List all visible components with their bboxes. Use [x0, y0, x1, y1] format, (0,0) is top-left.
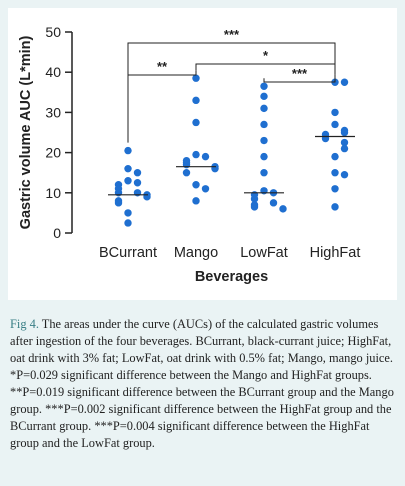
data-point: [340, 78, 349, 86]
data-point: [331, 169, 339, 177]
data-point: [260, 104, 268, 113]
x-axis-title: Beverages: [195, 269, 268, 285]
data-point: [192, 181, 200, 189]
y-axis-title: Gastric volume AUC (L*min): [18, 36, 34, 230]
data-point: [260, 152, 268, 161]
data-point: [250, 203, 259, 211]
data-point: [260, 120, 268, 129]
data-point: [260, 82, 268, 90]
significance-bracket: [195, 63, 336, 75]
data-point: [124, 164, 132, 173]
data-point: [340, 138, 349, 147]
caption-label: Fig 4.: [10, 317, 39, 331]
y-tick-label: 30: [45, 104, 61, 120]
significance-label: **: [157, 59, 168, 74]
x-tick-label: BCurrant: [99, 245, 157, 261]
data-point: [124, 209, 132, 217]
data-point: [340, 144, 349, 153]
data-point: [340, 128, 349, 137]
y-tick-label: 0: [53, 225, 61, 241]
data-point: [250, 195, 259, 203]
data-point: [124, 146, 132, 155]
significance-bracket: [127, 70, 197, 139]
data-point: [192, 197, 200, 205]
figure-caption: Fig 4. The areas under the curve (AUCs) …: [10, 316, 396, 452]
x-tick-label: HighFat: [310, 245, 361, 261]
data-point: [182, 169, 191, 177]
data-point: [260, 136, 268, 145]
data-point: [269, 199, 278, 207]
significance-label: *: [263, 48, 269, 63]
significance-bracket: [127, 42, 336, 143]
x-tick-label: Mango: [174, 245, 218, 261]
data-point: [279, 205, 287, 213]
data-point: [331, 203, 339, 211]
data-point: [201, 152, 210, 161]
y-tick-label: 40: [45, 64, 61, 80]
data-point: [331, 185, 339, 193]
data-point: [201, 185, 210, 193]
caption-text: The areas under the curve (AUCs) of the …: [10, 317, 394, 450]
y-tick-label: 50: [45, 24, 61, 40]
data-point: [331, 152, 339, 161]
significance-label: ***: [224, 27, 240, 42]
data-point: [260, 92, 268, 101]
chart-area: 0 10 20 30 40 50 Gastric volume AUC (L*min) BCu…: [8, 8, 397, 300]
data-point: [124, 177, 132, 185]
y-tick-label: 10: [45, 185, 61, 201]
data-point: [192, 150, 200, 159]
gastric-volume-chart: 0 10 20 30 40 50 Gastric volume AUC (L*min) BCu…: [18, 24, 361, 285]
x-tick-label: LowFat: [240, 245, 288, 261]
y-tick-label: 20: [45, 145, 61, 161]
data-point: [192, 96, 200, 105]
data-point: [192, 74, 200, 82]
data-point: [331, 108, 339, 117]
significance-bracket: [263, 74, 336, 83]
data-point: [124, 219, 132, 227]
data-point: [133, 179, 142, 187]
data-point: [114, 199, 123, 207]
significance-label: ***: [292, 66, 308, 81]
data-point: [331, 120, 339, 129]
data-point: [133, 169, 142, 177]
data-point: [340, 171, 349, 179]
data-point: [192, 118, 200, 127]
data-point: [260, 169, 268, 177]
